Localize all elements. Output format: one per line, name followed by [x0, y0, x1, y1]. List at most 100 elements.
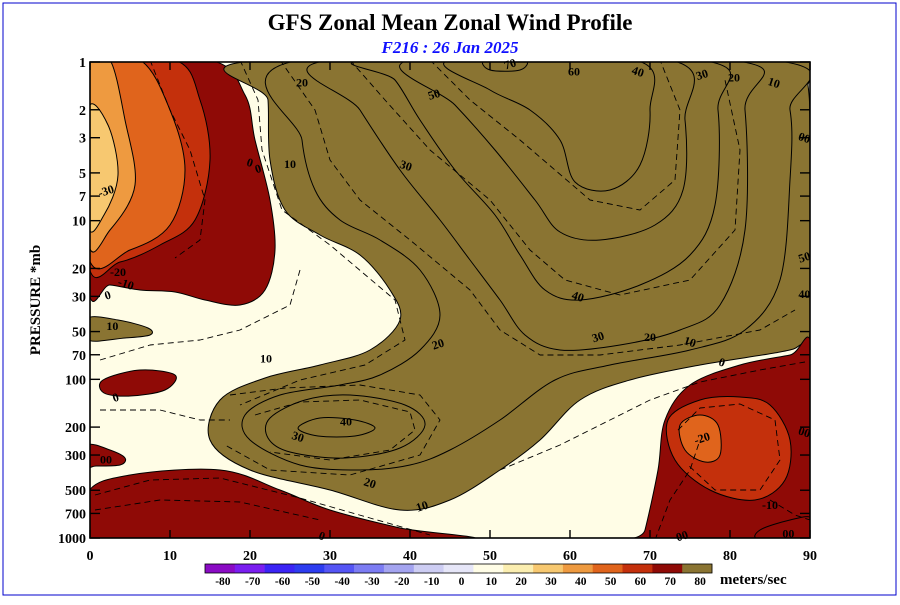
contour-label-8: 0	[245, 155, 255, 170]
contour-label-25: 40	[340, 415, 352, 429]
dashed-contour-11	[99, 269, 301, 361]
colorbar-swatch-9	[473, 564, 504, 573]
contour-label-2: 40	[630, 63, 646, 80]
colorbar-swatch-14	[622, 564, 653, 573]
contour-label-7: 20	[296, 76, 308, 90]
colorbar-tick-label-11: 30	[545, 576, 557, 588]
y-tick-label-9: 70	[72, 349, 86, 364]
y-tick-label-3: 5	[79, 167, 86, 182]
x-axis: 0 10 20 30 40 50 60 70 80 90	[87, 62, 817, 564]
colorbar-tick-label-12: 40	[575, 576, 587, 588]
x-tick-label-5: 50	[483, 549, 497, 564]
colorbar-swatch-10	[503, 564, 534, 573]
dashed-contour-7	[499, 361, 806, 471]
colorbar-tick-label-4: -40	[335, 576, 351, 588]
y-tick-label-0: 1	[79, 56, 86, 71]
contour-fill-westerly-cell-left-10	[90, 316, 153, 342]
dashed-contour-13	[655, 439, 701, 538]
x-tick-label-8: 80	[723, 549, 737, 564]
x-tick-label-6: 60	[563, 549, 577, 564]
colorbar-tick-label-1: -70	[245, 576, 261, 588]
colorbar-tick-label-0: -80	[215, 576, 231, 588]
colorbar-tick-label-5: -30	[364, 576, 380, 588]
y-tick-label-6: 20	[72, 262, 86, 277]
contour-label-17: 40	[570, 288, 586, 305]
colorbar-tick-label-6: -20	[394, 576, 410, 588]
x-tick-label-4: 40	[403, 549, 417, 564]
contour-label-16: 10	[106, 319, 118, 333]
x-tick-label-3: 30	[323, 549, 337, 564]
colorbar-tick-label-2: -60	[275, 576, 291, 588]
y-tick-label-1: 2	[79, 104, 86, 119]
contour-label-11: 30	[398, 157, 414, 174]
contour-fill-surface-easterly-band	[90, 468, 477, 538]
contour-label-3: 30	[694, 66, 710, 83]
dashed-contour-lines	[94, 62, 810, 538]
y-tick-label-7: 30	[72, 290, 86, 305]
colorbar-tick-label-8: 0	[459, 576, 465, 588]
colorbar-tick-label-10: 20	[515, 576, 527, 588]
y-tick-label-12: 300	[65, 449, 86, 464]
colorbar-swatch-6	[383, 564, 414, 573]
contour-label-36: 50	[797, 249, 813, 266]
contour-label-32: 0	[317, 528, 327, 543]
colorbar-unit-label: meters/sec	[720, 572, 787, 588]
contour-fill-easterly-cell-lower-left-b	[90, 443, 127, 469]
colorbar-swatch-5	[354, 564, 385, 573]
contour-label-29: 20	[362, 474, 378, 491]
colorbar-swatch-11	[533, 564, 564, 573]
y-tick-label-14: 700	[65, 507, 86, 522]
contour-label-27: -20	[692, 429, 712, 447]
contour-label-38: 00	[797, 424, 813, 441]
contour-label-24: 0	[111, 390, 121, 405]
contour-label-13: -20	[110, 265, 126, 279]
colorbar-tick-label-3: -50	[305, 576, 321, 588]
colorbar-swatch-0	[205, 564, 236, 573]
y-axis-label: PRESSURE *mb	[28, 245, 44, 355]
colorbar-tick-label-16: 80	[694, 576, 706, 588]
dashed-contour-1	[239, 62, 406, 406]
x-tick-label-0: 0	[87, 549, 94, 564]
dashed-contour-9	[94, 477, 431, 536]
dashed-contour-12	[100, 409, 230, 421]
contour-label-12: -30	[96, 182, 116, 200]
contour-label-5: 10	[766, 74, 782, 91]
contour-label-15: 0	[103, 288, 113, 303]
contour-label-1: 60	[568, 65, 580, 79]
contour-label-19: 20	[644, 330, 656, 344]
contour-label-18: 30	[590, 328, 606, 345]
dashed-contour-3	[351, 62, 741, 296]
contour-fill-easterly-region-40	[90, 103, 119, 233]
colorbar-tick-label-7: -10	[424, 576, 440, 588]
x-tick-label-9: 90	[803, 549, 817, 564]
colorbar-tick-label-13: 50	[605, 576, 617, 588]
contour-label-20: 10	[682, 333, 698, 350]
colorbar-swatch-8	[443, 564, 474, 573]
y-tick-label-13: 500	[65, 484, 86, 499]
dashed-contour-0	[150, 62, 206, 259]
x-tick-label-7: 70	[643, 549, 657, 564]
y-tick-label-15: 1000	[58, 532, 86, 547]
contour-fill-polar-easterly-lower-right	[754, 516, 810, 538]
contour-fill-westerly-jet-60	[443, 62, 656, 192]
contour-label-4: 20	[728, 70, 740, 84]
colorbar-swatch-4	[324, 564, 355, 573]
colorbar-swatch-7	[413, 564, 444, 573]
dashed-contour-4	[431, 62, 681, 211]
x-tick-label-2: 20	[243, 549, 257, 564]
plot-area-frame	[89, 61, 811, 539]
contour-label-23: 0	[717, 355, 727, 370]
y-tick-label-2: 3	[79, 132, 86, 147]
colorbar-swatch-2	[264, 564, 295, 573]
y-tick-label-5: 10	[72, 215, 86, 230]
contour-label-26: 30	[290, 428, 306, 445]
y-tick-label-8: 50	[72, 326, 86, 341]
dashed-contour-5	[224, 384, 441, 476]
colorbar-tick-label-14: 60	[635, 576, 647, 588]
y-tick-label-11: 200	[65, 421, 86, 436]
contour-label-28: 00	[100, 453, 112, 467]
dashed-contour-2	[280, 62, 796, 356]
